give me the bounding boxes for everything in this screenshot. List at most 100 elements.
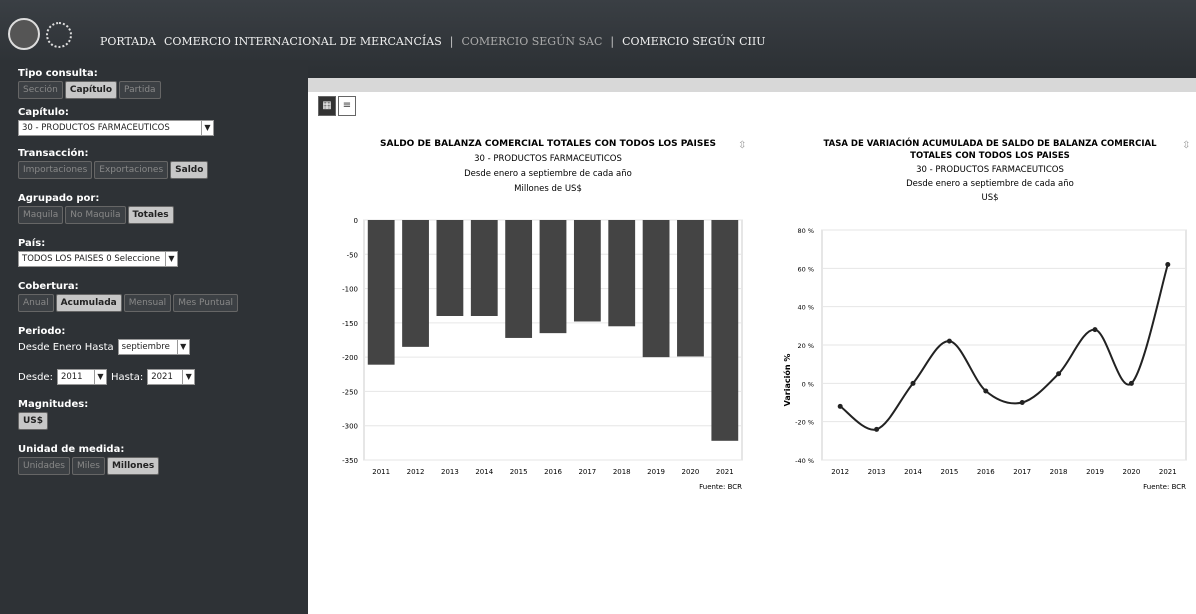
nav-portada[interactable]: PORTADA [100, 35, 156, 48]
x-tick-label: 2017 [1013, 468, 1031, 476]
nav-comercio-sac[interactable]: COMERCIO SEGÚN SAC [461, 35, 602, 48]
y-tick-label: -50 [347, 251, 358, 259]
desde-select[interactable]: 2011 ▼ [57, 369, 107, 385]
pais-group: País: TODOS LOS PAISES 0 Seleccione ▼ [18, 238, 308, 267]
cobertura-group: Cobertura: Anual Acumulada Mensual Mes Punt… [18, 281, 308, 312]
transaccion-option-button[interactable]: Importaciones [18, 161, 92, 179]
x-tick-label: 2015 [940, 468, 958, 476]
x-tick-label: 2013 [868, 468, 886, 476]
data-point [1020, 400, 1025, 405]
mes-value: septiembre [122, 342, 170, 352]
capitulo-value: 30 - PRODUCTOS FARMACEUTICOS [22, 123, 170, 133]
y-tick-label: -150 [342, 320, 358, 328]
mes-select[interactable]: septiembre ▼ [118, 339, 190, 355]
hasta-select[interactable]: 2021 ▼ [147, 369, 195, 385]
chart1-source: Fuente: BCR [699, 483, 742, 491]
unidad-option-button[interactable]: Unidades [18, 457, 70, 475]
chevron-down-icon[interactable]: ▼ [182, 370, 194, 384]
chevron-down-icon[interactable]: ▼ [201, 121, 213, 135]
x-tick-label: 2017 [578, 468, 596, 476]
unidad-label: Unidad de medida: [18, 444, 308, 455]
y-tick-label: 60 % [797, 265, 814, 273]
magnitudes-group: Magnitudes: US$ [18, 399, 308, 430]
chevron-down-icon[interactable]: ▼ [165, 252, 177, 266]
agrupado-option-button[interactable]: No Maquila [65, 206, 125, 224]
cobertura-option-button[interactable]: Anual [18, 294, 54, 312]
transaccion-option-button[interactable]: Saldo [170, 161, 208, 179]
x-tick-label: 2014 [904, 468, 922, 476]
agrupado-buttons: Maquila No Maquila Totales [18, 206, 308, 224]
bar [643, 220, 670, 357]
magnitud-usd-button[interactable]: US$ [18, 412, 48, 430]
chart1-menu-icon[interactable]: ⇳ [738, 140, 746, 151]
y-tick-label: -200 [342, 354, 358, 362]
data-point [1129, 381, 1134, 386]
transaccion-label: Transacción: [18, 148, 308, 159]
desde-value: 2011 [61, 372, 83, 382]
x-tick-label: 2015 [510, 468, 528, 476]
desde-label: Desde: [18, 372, 53, 383]
tipo-label: Tipo consulta: [18, 68, 308, 79]
y-tick-label: 80 % [797, 227, 814, 235]
unidad-option-button[interactable]: Miles [72, 457, 105, 475]
cobertura-buttons: Anual Acumulada Mensual Mes Puntual [18, 294, 308, 312]
x-tick-label: 2021 [1159, 468, 1177, 476]
tipo-option-button[interactable]: Partida [119, 81, 161, 99]
unidad-buttons: Unidades Miles Millones [18, 457, 308, 475]
chart2-subtitle1: 30 - PRODUCTOS FARMACEUTICOS [916, 165, 1064, 175]
bar [505, 220, 532, 338]
capitulo-select[interactable]: 30 - PRODUCTOS FARMACEUTICOS ▼ [18, 120, 214, 136]
bar [608, 220, 635, 326]
tipo-group: Tipo consulta: Sección Capítulo Partida [18, 68, 308, 99]
x-tick-label: 2021 [716, 468, 734, 476]
cobertura-option-button[interactable]: Acumulada [56, 294, 122, 312]
pais-value: TODOS LOS PAISES 0 Seleccione [22, 254, 160, 264]
agrupado-option-button[interactable]: Maquila [18, 206, 63, 224]
x-tick-label: 2018 [613, 468, 631, 476]
magnitudes-label: Magnitudes: [18, 399, 308, 410]
data-point [983, 389, 988, 394]
x-tick-label: 2016 [977, 468, 995, 476]
agrupado-option-button[interactable]: Totales [128, 206, 174, 224]
chart1-subtitle3: Millones de US$ [514, 184, 582, 194]
pais-select[interactable]: TODOS LOS PAISES 0 Seleccione ▼ [18, 251, 178, 267]
bar [677, 220, 704, 356]
data-point [838, 404, 843, 409]
y-tick-label: 40 % [797, 304, 814, 312]
chart2-menu-icon[interactable]: ⇳ [1182, 140, 1190, 151]
list-view-icon[interactable]: ≡ [338, 96, 356, 116]
tipo-option-button[interactable]: Sección [18, 81, 63, 99]
pais-label: País: [18, 238, 308, 249]
transaccion-group: Transacción: Importaciones Exportaciones S… [18, 148, 308, 179]
data-point [1093, 327, 1098, 332]
data-point [874, 427, 879, 432]
logo-icon [8, 18, 40, 50]
x-tick-label: 2012 [831, 468, 849, 476]
grid-view-icon[interactable]: ▦ [318, 96, 336, 116]
nav-comercio-ciiu[interactable]: COMERCIO SEGÚN CIIU [622, 35, 765, 48]
transaccion-option-button[interactable]: Exportaciones [94, 161, 168, 179]
nav-separator: | [610, 35, 614, 48]
chart1-title: SALDO DE BALANZA COMERCIAL TOTALES CON T… [380, 139, 716, 149]
bar [540, 220, 567, 333]
hasta-value: 2021 [151, 372, 173, 382]
chart2-subtitle3: US$ [981, 193, 998, 203]
nav-comercio-internacional[interactable]: COMERCIO INTERNACIONAL DE MERCANCÍAS [164, 35, 442, 48]
y-tick-label: 0 [354, 217, 358, 225]
chevron-down-icon[interactable]: ▼ [177, 340, 189, 354]
line-chart: TASA DE VARIACIÓN ACUMULADA DE SALDO DE … [770, 134, 1190, 554]
chart2-subtitle2: Desde enero a septiembre de cada año [906, 179, 1074, 189]
unidad-option-button[interactable]: Millones [107, 457, 159, 475]
sidebar: Tipo consulta: Sección Capítulo Partida Ca… [0, 60, 308, 614]
bar [437, 220, 464, 316]
chart2-ylabel: Variación % [782, 354, 792, 407]
chevron-down-icon[interactable]: ▼ [94, 370, 106, 384]
hasta-label: Hasta: [111, 372, 143, 383]
tipo-option-button[interactable]: Capítulo [65, 81, 117, 99]
y-tick-label: -40 % [795, 457, 814, 465]
rango-group: Desde: 2011 ▼ Hasta: 2021 ▼ [18, 369, 308, 385]
unidad-group: Unidad de medida: Unidades Miles Millones [18, 444, 308, 475]
cobertura-option-button[interactable]: Mes Puntual [173, 294, 238, 312]
cobertura-option-button[interactable]: Mensual [124, 294, 171, 312]
chart1-subtitle2: Desde enero a septiembre de cada año [464, 169, 632, 179]
